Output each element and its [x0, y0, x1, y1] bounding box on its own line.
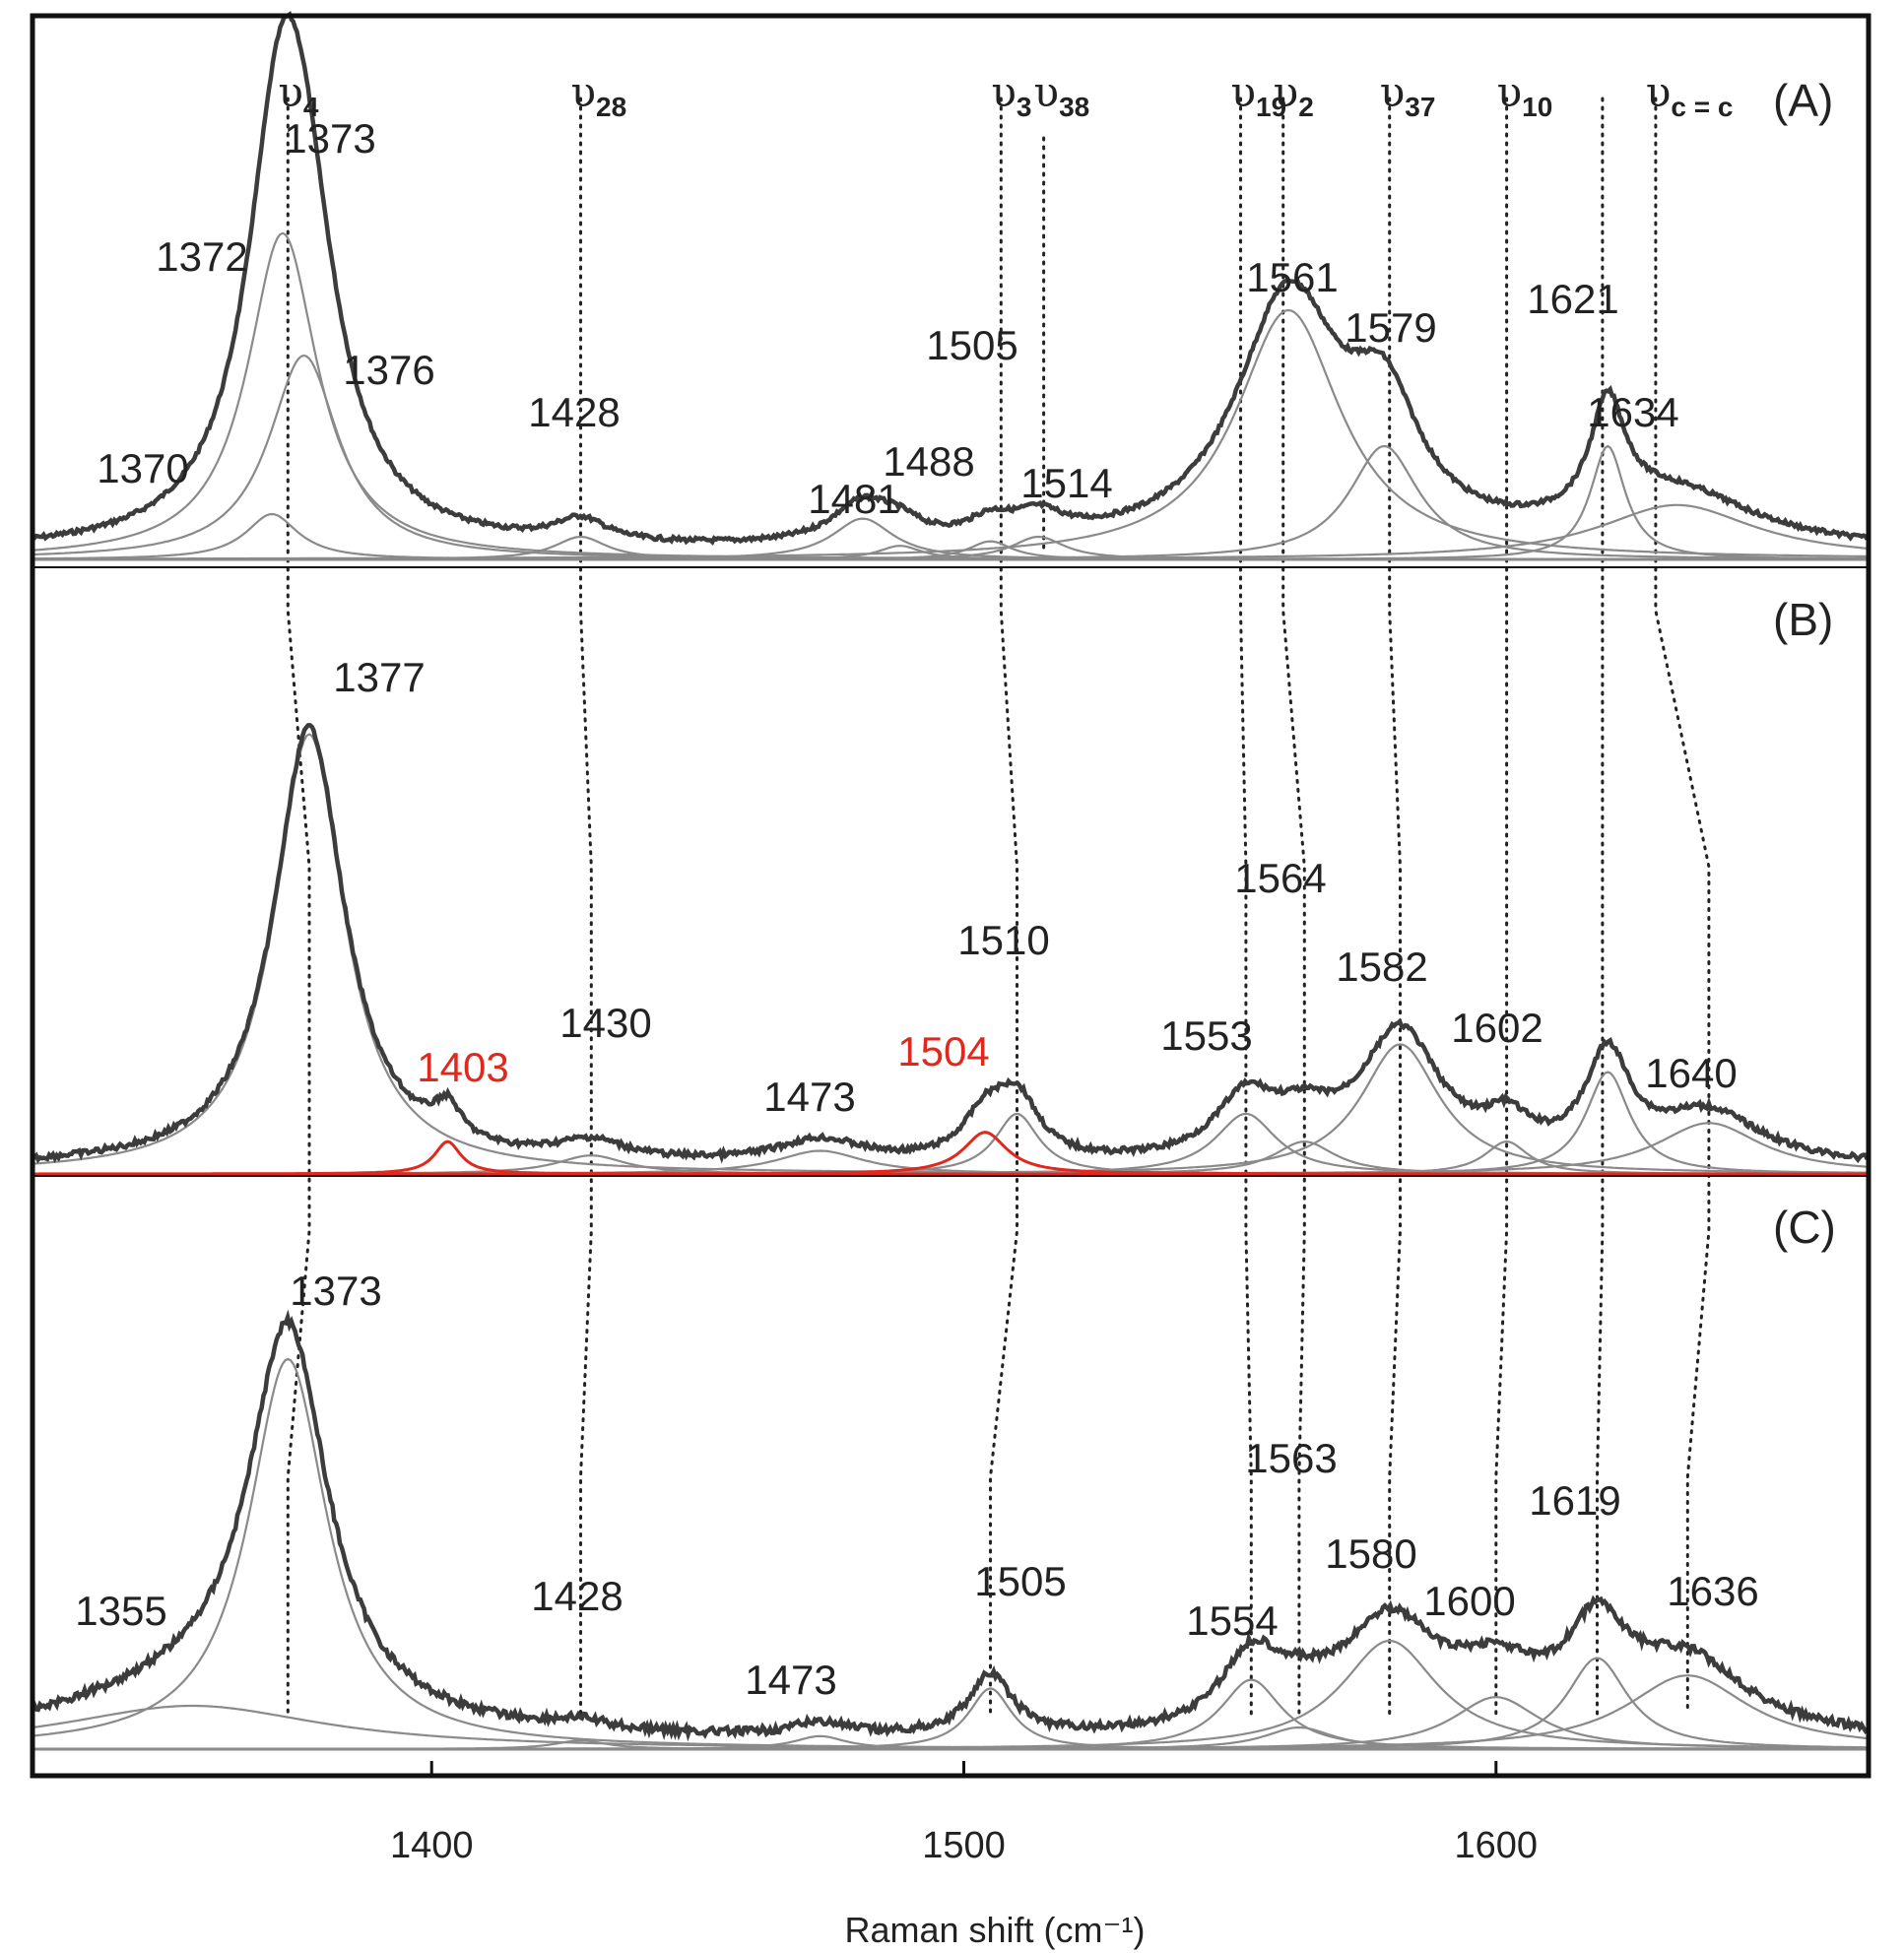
panel-b-sum-spectrum: [32, 723, 1870, 1164]
peak-label-c-1563: 1563: [1245, 1435, 1337, 1481]
x-tick-label-1400: 1400: [390, 1825, 474, 1866]
mode-label-4: υ4: [278, 68, 319, 122]
peak-label-c-1636: 1636: [1667, 1568, 1758, 1614]
x-tick-label-1600: 1600: [1455, 1825, 1539, 1866]
x-tick-label-1500: 1500: [922, 1825, 1006, 1866]
peak-label-a-1514: 1514: [1020, 460, 1112, 506]
peak-label-a-1561: 1561: [1246, 254, 1338, 300]
peak-label-a-1428: 1428: [528, 389, 620, 435]
peak-label-c-1600: 1600: [1423, 1578, 1515, 1624]
guide-line: [1281, 97, 1306, 1716]
peak-label-b-1510: 1510: [957, 917, 1049, 963]
peak-label-b-1473: 1473: [763, 1074, 855, 1120]
x-axis: 1400 1500 1600: [390, 1761, 1538, 1866]
guide-line: [1239, 97, 1253, 1716]
guide-line: [1388, 97, 1402, 1716]
peak-label-a-1370: 1370: [97, 445, 188, 491]
peak-label-c-1580: 1580: [1325, 1530, 1416, 1577]
panel-label-a: (A): [1773, 75, 1833, 126]
x-axis-title: Raman shift (cm⁻¹): [844, 1910, 1145, 1950]
peak-label-b-1582: 1582: [1336, 944, 1427, 990]
peak-label-a-1634: 1634: [1587, 389, 1678, 435]
guide-line: [1654, 97, 1711, 1716]
peak-label-a-1621: 1621: [1527, 276, 1618, 322]
panel-a-traces: [32, 11, 1870, 561]
peak-label-c-1554: 1554: [1186, 1597, 1278, 1644]
peak-label-b-1640: 1640: [1645, 1050, 1737, 1096]
peak-label-c-1373: 1373: [290, 1268, 381, 1314]
red-component-peak-1504: [33, 1131, 1869, 1176]
panel-c-traces: [31, 1309, 1870, 1751]
peak-label-a-1376: 1376: [343, 347, 434, 393]
panel-c-sum-spectrum: [31, 1309, 1870, 1742]
peak-label-b-1564: 1564: [1234, 855, 1326, 901]
peak-label-b-1430: 1430: [559, 1000, 651, 1046]
guide-line: [286, 97, 311, 1716]
guide-lines: [286, 97, 1711, 1716]
peak-label-a-1505: 1505: [926, 322, 1018, 368]
panel-label-c: (C): [1773, 1202, 1836, 1253]
peak-label-b-1504: 1504: [897, 1028, 989, 1074]
guide-line: [1494, 97, 1509, 1716]
peak-label-c-1505: 1505: [974, 1558, 1066, 1604]
peak-label-a-1372: 1372: [156, 233, 247, 280]
plot-frame: [30, 13, 1871, 1779]
peak-label-a-1481: 1481: [808, 476, 899, 522]
peak-label-a-1488: 1488: [883, 438, 974, 485]
peak-label-c-1355: 1355: [75, 1588, 166, 1634]
component-peak-1636: [33, 1674, 1870, 1750]
peak-label-c-1473: 1473: [745, 1657, 836, 1703]
guide-line: [989, 97, 1018, 1716]
spectra-traces: [31, 11, 1870, 1751]
component-peak-1634: [33, 503, 1870, 560]
guide-line: [579, 97, 593, 1716]
peak-label-b-1403: 1403: [417, 1044, 508, 1090]
panel-label-b: (B): [1773, 594, 1833, 645]
peak-label-a-1373: 1373: [284, 115, 375, 162]
peak-label-c-1619: 1619: [1529, 1477, 1620, 1524]
peak-label-b-1553: 1553: [1160, 1012, 1252, 1059]
panel-a-sum-spectrum: [33, 11, 1870, 547]
panel-b-traces: [32, 723, 1870, 1176]
peak-label-b-1602: 1602: [1451, 1005, 1543, 1051]
peak-label-a-1579: 1579: [1345, 304, 1436, 351]
peak-label-b-1377: 1377: [333, 654, 425, 700]
peak-label-c-1428: 1428: [531, 1573, 623, 1619]
